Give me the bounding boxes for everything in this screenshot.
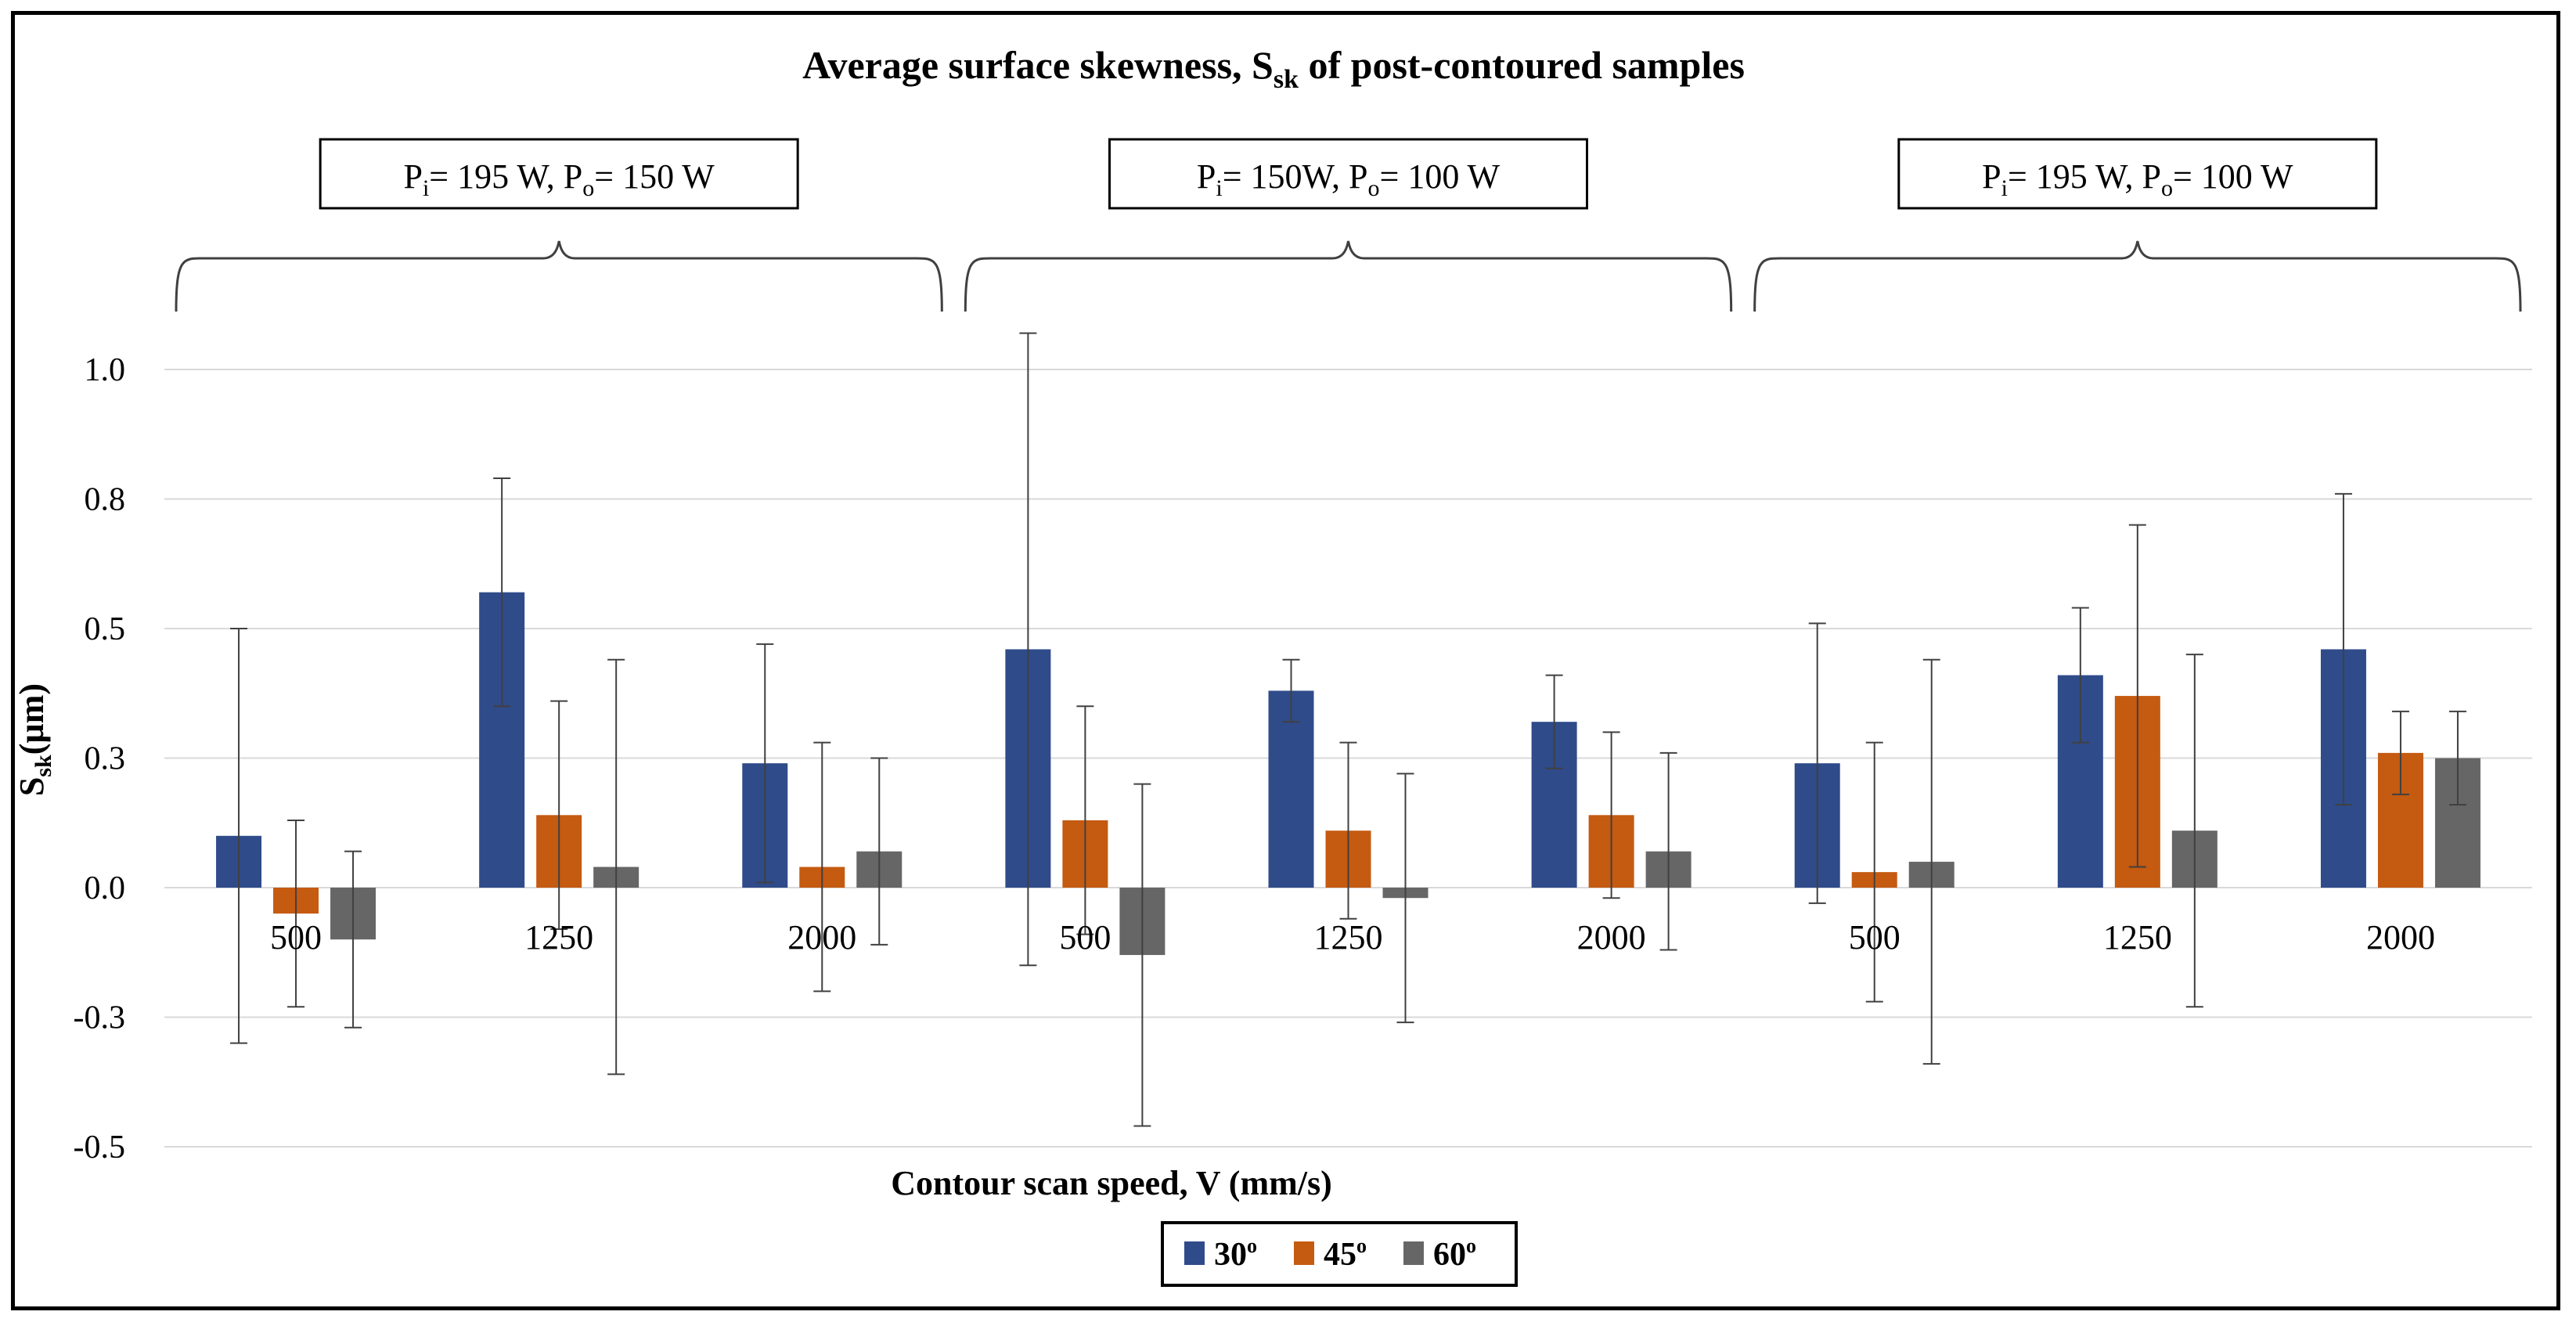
legend-box	[1161, 1221, 1518, 1287]
chart-title-tail: of post-contoured samples	[1299, 43, 1745, 87]
y-tick-labels: 1.0 0.8 0.5 0.3 0.0 -0.3 -0.5	[74, 352, 126, 1166]
group-bracket	[1753, 240, 2522, 312]
error-bar	[1282, 658, 1300, 723]
error-bar	[1339, 741, 1357, 920]
bars	[216, 592, 2481, 956]
group-label-part: i	[1216, 175, 1222, 201]
legend-label: 60o	[1433, 1234, 1476, 1273]
legend-label-degree: o	[1356, 1234, 1367, 1257]
group-label-part: P	[1982, 157, 2001, 196]
group-label-part: o	[582, 175, 594, 201]
error-bar	[344, 850, 362, 1029]
group-label-box	[1897, 138, 2378, 210]
y-tick-label: -0.3	[74, 1000, 126, 1036]
x-tick-label: 500	[270, 918, 322, 957]
group-label-part: = 100 W	[1380, 157, 1501, 196]
y-tick-label: 1.0	[85, 352, 126, 388]
error-bar	[1808, 622, 1826, 904]
error-bar	[1133, 783, 1151, 1127]
error-bar	[2128, 524, 2146, 868]
error-bar	[1922, 658, 1940, 1065]
y-axis-label: Ssk(µm)	[13, 683, 56, 796]
error-bar	[287, 819, 305, 1008]
group-label: Pi= 150W, Po= 100 W	[1197, 157, 1501, 201]
legend-label-value: 45	[1324, 1237, 1356, 1273]
error-bar	[756, 643, 774, 884]
legend-label: 45o	[1324, 1234, 1367, 1273]
group-bracket	[964, 240, 1733, 312]
error-bar	[1602, 731, 1620, 899]
error-bar	[2334, 492, 2352, 806]
x-tick-label: 2000	[1577, 918, 1646, 957]
group-label: Pi= 195 W, Po= 100 W	[1982, 157, 2293, 201]
legend-label-degree: o	[1466, 1234, 1476, 1257]
legend-swatch	[1403, 1241, 1424, 1265]
chart-title: Average surface skewness, Ssk of post-co…	[802, 43, 1745, 94]
error-bar	[1545, 674, 1563, 769]
legend-label-degree: o	[1247, 1234, 1257, 1257]
error-bar	[2391, 710, 2409, 795]
y-tick-label: -0.5	[74, 1130, 126, 1166]
chart-frame	[11, 11, 2560, 1310]
x-axis-label: Contour scan speed, V (mm/s)	[891, 1164, 1332, 1202]
chart-title-main: Average surface skewness, S	[802, 43, 1274, 87]
group-label-part: o	[2161, 175, 2173, 201]
legend-label-value: 30	[1214, 1237, 1247, 1273]
legend-label-value: 60	[1433, 1237, 1466, 1273]
y-tick-label: 0.3	[85, 741, 126, 777]
group-label-part: i	[2001, 175, 2008, 201]
x-tick-label: 500	[1059, 918, 1111, 957]
legend-swatch	[1184, 1241, 1205, 1265]
x-tick-labels: 500 1250 2000 500 1250 2000 500 1250 2000	[270, 918, 2435, 957]
y-axis-label-tail: (µm)	[13, 683, 51, 755]
y-tick-label: 0.8	[85, 482, 126, 518]
y-axis-label-sub: sk	[31, 755, 56, 777]
error-bar	[1659, 751, 1677, 951]
error-bar	[493, 477, 511, 708]
group-label: Pi= 195 W, Po= 150 W	[403, 157, 715, 201]
x-tick-label: 2000	[2366, 918, 2435, 957]
x-tick-label: 500	[1849, 918, 1900, 957]
group-label-part: = 100 W	[2173, 157, 2293, 196]
error-bar	[1865, 741, 1883, 1003]
legend-label: 30o	[1214, 1234, 1257, 1273]
error-bar	[1076, 705, 1094, 935]
error-bar	[813, 741, 831, 993]
legend-swatch	[1294, 1241, 1314, 1265]
error-bar	[1019, 332, 1037, 967]
error-bar	[550, 700, 568, 930]
error-bars	[230, 332, 2466, 1127]
bar-30-4	[1268, 690, 1314, 888]
error-bar	[230, 628, 248, 1044]
error-bar	[2185, 654, 2203, 1008]
y-tick-label: 0.5	[85, 611, 126, 647]
chart-title-sub: sk	[1274, 65, 1299, 94]
error-bar	[2071, 607, 2089, 744]
group-label-part: P	[1197, 157, 1216, 196]
group-label-box	[1108, 138, 1588, 210]
y-axis-label-main: S	[13, 777, 51, 796]
group-label-part: = 195 W, P	[2008, 157, 2161, 196]
group-label-part: = 195 W, P	[429, 157, 582, 196]
group-label-part: P	[403, 157, 422, 196]
x-tick-label: 1250	[1314, 918, 1383, 957]
group-label-part: = 150W, P	[1223, 157, 1368, 196]
x-tick-label: 2000	[787, 918, 856, 957]
group-label-box	[319, 138, 799, 210]
error-bar	[1396, 773, 1414, 1024]
x-tick-label: 1250	[2103, 918, 2172, 957]
x-tick-label: 1250	[524, 918, 593, 957]
group-label-part: o	[1368, 175, 1380, 201]
group-label-part: i	[423, 175, 429, 201]
error-bar	[870, 757, 888, 946]
legend: 30o 45o 60o	[1161, 1221, 1518, 1287]
error-bar	[607, 658, 625, 1076]
group-label-part: = 150 W	[594, 157, 715, 196]
error-bar	[2448, 710, 2466, 806]
group-bracket	[175, 240, 943, 312]
y-tick-label: 0.0	[85, 870, 126, 906]
